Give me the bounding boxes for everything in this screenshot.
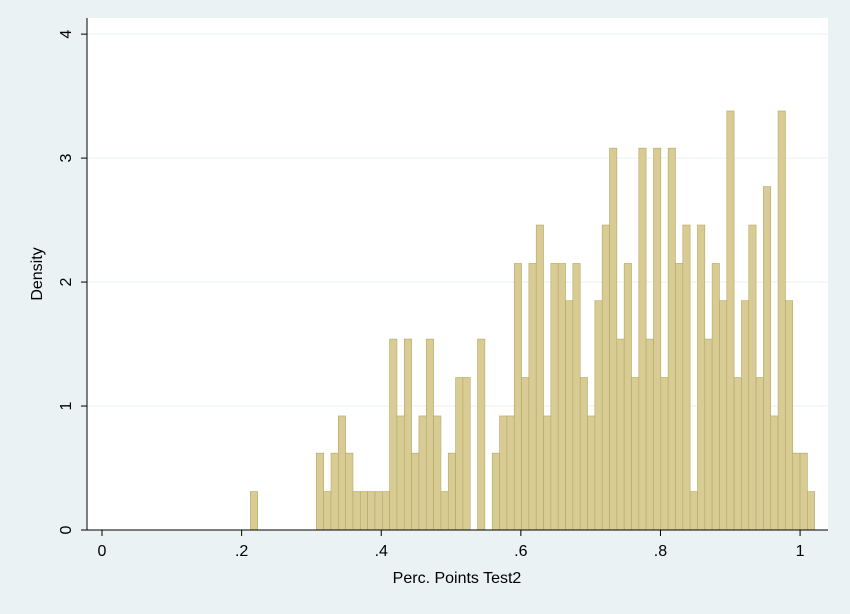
bar — [682, 224, 691, 531]
y-axis-title: Density — [29, 247, 46, 300]
bar — [477, 338, 486, 531]
bar — [653, 147, 662, 531]
bar — [807, 491, 816, 531]
bar — [345, 452, 354, 531]
bar — [330, 452, 339, 531]
x-axis-title: Perc. Points Test2 — [393, 570, 522, 587]
bar — [697, 224, 706, 531]
bar — [748, 224, 757, 531]
bar — [491, 452, 500, 531]
bar — [770, 415, 779, 531]
x-tick-label: .2 — [235, 543, 248, 560]
bar — [660, 377, 669, 531]
bar — [396, 415, 405, 531]
bar — [792, 452, 801, 531]
bar — [638, 147, 647, 531]
y-tick-label: 2 — [58, 278, 75, 287]
bar — [440, 491, 449, 531]
x-tick-label: 1 — [796, 543, 805, 560]
bar — [763, 186, 772, 531]
bar — [389, 338, 398, 531]
bar — [381, 491, 390, 531]
bar — [352, 491, 361, 531]
bar — [799, 452, 808, 531]
bar — [455, 377, 464, 531]
bar — [535, 224, 544, 531]
bar — [506, 415, 515, 531]
bar — [609, 147, 618, 531]
bar — [359, 491, 368, 531]
bar — [557, 263, 566, 531]
bar — [616, 338, 625, 531]
bar — [704, 338, 713, 531]
bar — [755, 377, 764, 531]
y-tick-label: 3 — [58, 154, 75, 163]
bar — [513, 263, 522, 531]
bar — [418, 415, 427, 531]
x-tick-label: 0 — [98, 543, 107, 560]
bar — [374, 491, 383, 531]
bar — [316, 452, 324, 531]
bar — [579, 377, 588, 531]
y-tick-label: 1 — [58, 401, 75, 410]
bar — [675, 263, 684, 531]
bar — [411, 452, 420, 531]
bar — [338, 415, 346, 531]
bar — [323, 491, 332, 531]
y-tick-label: 0 — [58, 525, 75, 534]
bar — [631, 377, 640, 531]
bar — [403, 338, 412, 531]
bar — [733, 377, 742, 531]
bar — [550, 263, 559, 531]
bar — [521, 377, 530, 531]
bar — [499, 415, 508, 531]
bar — [726, 110, 735, 531]
bar — [250, 491, 258, 531]
bar — [572, 263, 581, 531]
x-tick-label: .6 — [514, 543, 527, 560]
bar — [689, 491, 698, 531]
bar — [645, 338, 654, 531]
bar — [447, 452, 456, 531]
bar — [565, 300, 574, 531]
bar — [741, 300, 750, 531]
bar — [623, 263, 632, 531]
bar — [462, 377, 471, 531]
x-tick-label: .8 — [654, 543, 667, 560]
bar — [543, 415, 552, 531]
bar — [785, 300, 794, 531]
y-tick-label: 4 — [58, 30, 75, 39]
bar — [711, 263, 720, 531]
bar — [594, 300, 603, 531]
bar — [719, 300, 728, 531]
bar — [587, 415, 596, 531]
bar — [528, 263, 537, 531]
bar — [777, 110, 786, 531]
bar — [433, 415, 442, 531]
bar — [367, 491, 376, 531]
bar — [667, 147, 676, 531]
x-tick-label: .4 — [375, 543, 388, 560]
bar — [425, 338, 434, 531]
bar — [601, 224, 610, 531]
